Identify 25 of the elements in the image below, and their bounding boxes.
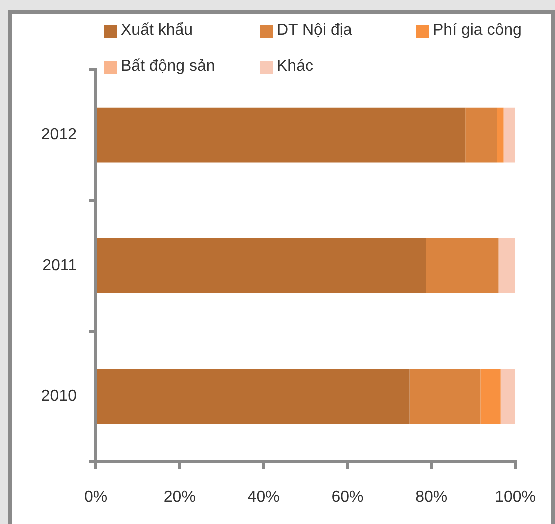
bar	[466, 108, 498, 163]
legend-label: Xuất khẩu	[121, 22, 194, 40]
bar	[498, 108, 504, 163]
bar	[410, 369, 481, 424]
bar	[98, 369, 410, 424]
x-tick-label: 20%	[164, 489, 196, 506]
bar	[426, 238, 499, 294]
x-tick-label: 0%	[84, 489, 108, 506]
bar	[504, 108, 516, 163]
bar	[98, 238, 426, 294]
x-tick-label: 80%	[416, 489, 448, 506]
legend-label: Khác	[277, 58, 314, 76]
y-tick-label: 2012	[41, 126, 78, 144]
bar	[480, 369, 501, 424]
x-tick-label: 40%	[248, 489, 280, 506]
x-tick-label: 100%	[495, 489, 536, 506]
y-tick-label: 2010	[41, 388, 78, 406]
x-tick-label: 60%	[332, 489, 364, 506]
bar	[98, 108, 466, 163]
bar	[498, 238, 516, 294]
legend-label: DT Nội địa	[277, 22, 352, 40]
y-tick-label: 2011	[42, 257, 78, 274]
legend-label: Bất động sản	[121, 58, 216, 76]
bar	[500, 369, 516, 424]
legend-label: Phí gia công	[433, 22, 522, 40]
